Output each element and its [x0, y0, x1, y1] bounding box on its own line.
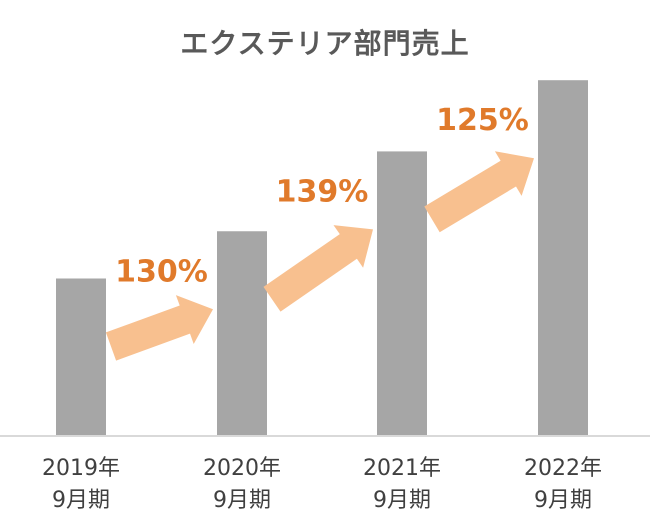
bar-1: [217, 231, 267, 436]
growth-label-1: 139%: [276, 174, 369, 209]
category-labels-group: 2019年 9月期 2020年 9月期 2021年 9月期 2022年 9月期: [42, 456, 602, 513]
growth-arrows-group: [105, 151, 534, 361]
growth-label-2: 125%: [436, 103, 529, 138]
category-label-2: 2021年 9月期: [363, 456, 441, 513]
category-label-0: 2019年 9月期: [42, 456, 120, 513]
growth-labels-group: 130% 139% 125%: [115, 103, 529, 289]
category-label-1: 2020年 9月期: [203, 456, 281, 513]
category-label-3: 2022年 9月期: [524, 456, 602, 513]
bar-0: [56, 278, 106, 436]
growth-arrow-2: [424, 151, 534, 233]
bar-3: [538, 80, 588, 437]
growth-arrow-0: [105, 295, 213, 361]
growth-arrow-1: [263, 225, 373, 312]
chart-title: エクステリア部門売上: [180, 27, 470, 60]
growth-label-0: 130%: [115, 254, 208, 289]
bars-group: [56, 80, 588, 437]
bar-2: [377, 151, 427, 436]
